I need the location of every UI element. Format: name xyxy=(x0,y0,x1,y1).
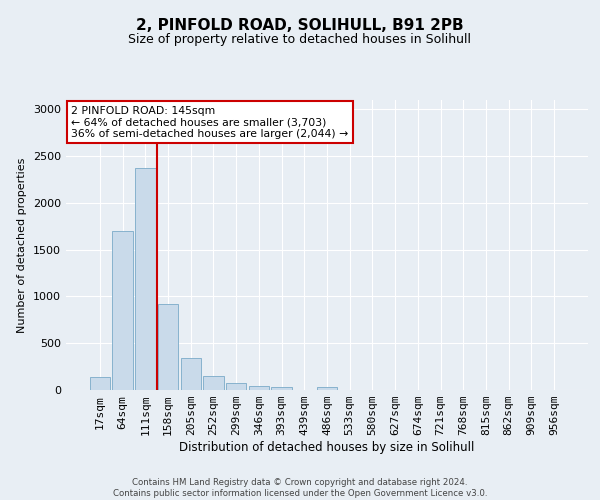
Bar xyxy=(112,231,133,390)
Bar xyxy=(181,358,201,390)
Bar xyxy=(135,168,155,390)
Bar xyxy=(226,382,247,390)
Text: Contains HM Land Registry data © Crown copyright and database right 2024.
Contai: Contains HM Land Registry data © Crown c… xyxy=(113,478,487,498)
Bar xyxy=(271,387,292,390)
X-axis label: Distribution of detached houses by size in Solihull: Distribution of detached houses by size … xyxy=(179,441,475,454)
Text: 2, PINFOLD ROAD, SOLIHULL, B91 2PB: 2, PINFOLD ROAD, SOLIHULL, B91 2PB xyxy=(136,18,464,32)
Bar xyxy=(158,304,178,390)
Bar xyxy=(90,377,110,390)
Bar xyxy=(248,386,269,390)
Y-axis label: Number of detached properties: Number of detached properties xyxy=(17,158,28,332)
Text: Size of property relative to detached houses in Solihull: Size of property relative to detached ho… xyxy=(128,32,472,46)
Text: 2 PINFOLD ROAD: 145sqm
← 64% of detached houses are smaller (3,703)
36% of semi-: 2 PINFOLD ROAD: 145sqm ← 64% of detached… xyxy=(71,106,349,139)
Bar xyxy=(317,388,337,390)
Bar xyxy=(203,376,224,390)
